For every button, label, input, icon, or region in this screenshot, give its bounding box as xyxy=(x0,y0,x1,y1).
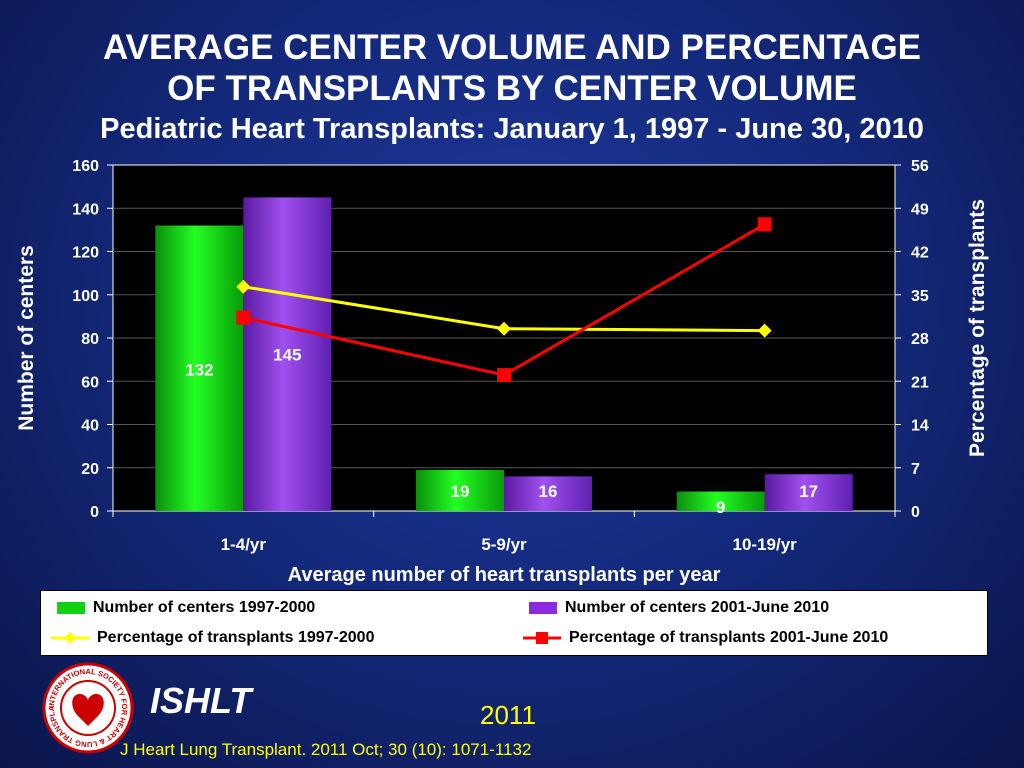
legend-item-bar-2001: Number of centers 2001-June 2010 xyxy=(529,597,829,619)
y2-tick-label: 35 xyxy=(911,288,929,305)
y2-axis-title: Percentage of transplants xyxy=(966,199,989,457)
org-name: ISHLT xyxy=(150,680,252,721)
y2-tick-label: 0 xyxy=(911,504,920,521)
y2-tick-label: 28 xyxy=(911,331,929,348)
y-tick-label: 140 xyxy=(72,201,99,218)
chart-title-line-1: AVERAGE CENTER VOLUME AND PERCENTAGE xyxy=(102,28,922,67)
legend-label-bar-1997: Number of centers 1997-2000 xyxy=(93,599,316,616)
bar xyxy=(504,476,592,511)
line-point xyxy=(497,321,511,336)
y2-tick-label: 7 xyxy=(911,461,920,478)
bar-data-label: 145 xyxy=(273,345,301,364)
y2-tick-label: 42 xyxy=(911,245,929,262)
legend-swatch-line-2001 xyxy=(523,632,561,644)
chart-title-line-2: OF TRANSPLANTS BY CENTER VOLUME xyxy=(167,69,857,108)
bar xyxy=(764,474,853,511)
legend-swatch-bar-1997 xyxy=(57,602,85,614)
line-point xyxy=(757,217,772,232)
x-tick-label: 10-19/yr xyxy=(733,535,798,554)
chart-canvas: 0 0 20 7 40 14 60 21 80 28 100 35 120 42 140 49 160 56 1-4… xyxy=(15,158,989,586)
x-axis-title: Average number of heart transplants per … xyxy=(288,564,721,586)
ishlt-logo: INTERNATIONAL SOCIETY FOR HEART & LUNG T… xyxy=(40,660,134,754)
line-point xyxy=(497,368,511,383)
citation: J Heart Lung Transplant. 2011 Oct; 30 (1… xyxy=(120,740,532,759)
year-label: 2011 xyxy=(480,700,536,730)
bar xyxy=(243,197,332,511)
y-tick-label: 80 xyxy=(81,331,99,348)
legend-swatch-line-1997 xyxy=(51,632,89,644)
legend-item-bar-1997: Number of centers 1997-2000 xyxy=(57,597,315,619)
bar-data-label: 16 xyxy=(539,482,558,501)
y2-tick-label: 49 xyxy=(911,201,929,218)
y-tick-label: 100 xyxy=(72,288,99,305)
y-tick-label: 20 xyxy=(81,461,99,478)
y-tick-label: 0 xyxy=(90,504,99,521)
legend: Number of centers 1997-2000 Number of ce… xyxy=(40,590,988,656)
chart-subtitle: Pediatric Heart Transplants: January 1, … xyxy=(100,113,924,145)
legend-label-line-1997: Percentage of transplants 1997-2000 xyxy=(97,629,375,646)
line-point xyxy=(757,323,772,338)
x-tick-label: 1-4/yr xyxy=(221,535,267,554)
y2-tick-label: 21 xyxy=(911,374,929,391)
y2-tick-label: 14 xyxy=(911,418,929,435)
legend-label-bar-2001: Number of centers 2001-June 2010 xyxy=(565,599,830,616)
bar xyxy=(676,491,765,511)
bar-data-label: 132 xyxy=(185,361,213,380)
bar xyxy=(155,225,244,512)
y-tick-label: 120 xyxy=(72,245,99,262)
bar xyxy=(416,469,504,511)
line-point xyxy=(236,310,251,325)
legend-item-line-2001: Percentage of transplants 2001-June 2010 xyxy=(523,627,888,649)
y-axis-title: Number of centers xyxy=(15,245,38,431)
legend-item-line-1997: Percentage of transplants 1997-2000 xyxy=(51,627,374,649)
legend-label-line-2001: Percentage of transplants 2001-June 2010 xyxy=(569,629,889,646)
legend-swatch-bar-2001 xyxy=(529,602,557,614)
x-tick-label: 5-9/yr xyxy=(481,535,527,554)
line-point xyxy=(236,279,251,294)
bar-data-label: 19 xyxy=(451,482,470,501)
y-tick-label: 40 xyxy=(81,418,99,435)
y-tick-label: 60 xyxy=(81,374,99,391)
bar-data-label: 17 xyxy=(799,482,818,501)
y-tick-label: 160 xyxy=(72,158,99,175)
y2-tick-label: 56 xyxy=(911,158,929,175)
bar-data-label: 9 xyxy=(716,498,725,517)
